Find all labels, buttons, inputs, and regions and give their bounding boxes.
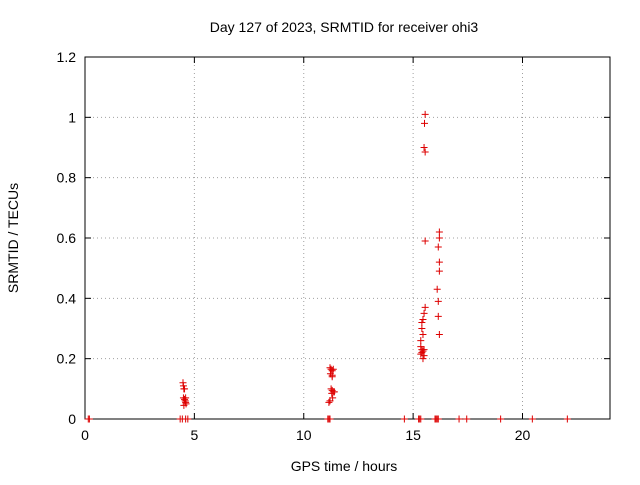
data-point [328,373,336,381]
data-point [455,415,463,423]
data-point [328,389,336,397]
y-tick-label: 1.2 [57,49,77,65]
y-tick-label: 0.4 [57,290,77,306]
data-point [329,365,337,373]
data-point [435,258,443,266]
x-tick-label: 15 [405,427,421,443]
data-point [420,346,428,354]
data-point [419,355,427,363]
data-point [563,415,571,423]
data-point [434,415,442,423]
plot-border [84,56,611,420]
data-point [417,415,425,423]
data-point [435,234,443,242]
data-point [421,303,429,311]
data-point [184,415,192,423]
data-point [435,267,443,275]
x-tick-label: 20 [515,427,531,443]
data-point [421,148,429,156]
data-point [463,415,471,423]
data-point [419,315,427,323]
axis-layer [84,56,611,420]
data-point [417,343,425,351]
data-point [528,415,536,423]
y-tick-label: 0 [68,411,76,427]
x-axis-label: GPS time / hours [291,458,398,474]
y-tick-label: 0.8 [57,170,77,186]
point-layer [84,110,571,423]
data-point [434,312,442,320]
y-axis-label: SRMTID / TECUs [5,183,21,293]
data-point [421,119,428,127]
data-point [417,337,425,345]
data-point [182,394,190,402]
data-point [417,350,425,358]
data-point [420,144,428,151]
data-point [418,325,426,332]
y-tick-label: 1 [68,109,76,125]
data-point [420,352,428,360]
data-point [497,415,505,423]
data-point [181,395,189,403]
data-point [180,401,188,409]
data-point [433,285,441,293]
data-point [418,318,426,326]
data-point [434,243,442,251]
y-tick-label: 0.2 [57,351,77,367]
data-point [434,297,442,305]
y-tick-label: 0.6 [57,230,77,246]
data-point [326,370,334,378]
data-point [325,398,333,406]
data-point [421,237,429,245]
data-point [400,415,408,423]
chart-title: Day 127 of 2023, SRMTID for receiver ohi… [210,19,479,35]
x-tick-label: 5 [190,427,198,443]
data-point [420,309,428,317]
data-point [435,228,443,236]
data-point [181,385,189,393]
data-point [419,331,427,339]
data-point [326,397,334,405]
x-tick-label: 0 [81,427,89,443]
x-tick-label: 10 [296,427,312,443]
tick-label-layer: 0 0.2 0.4 0.6 0.8 1 1.2 0 5 10 15 20 [57,49,531,443]
data-point [85,415,93,423]
data-point [421,110,429,118]
data-point [326,415,334,423]
grid-layer [85,57,610,419]
data-point [435,331,443,339]
